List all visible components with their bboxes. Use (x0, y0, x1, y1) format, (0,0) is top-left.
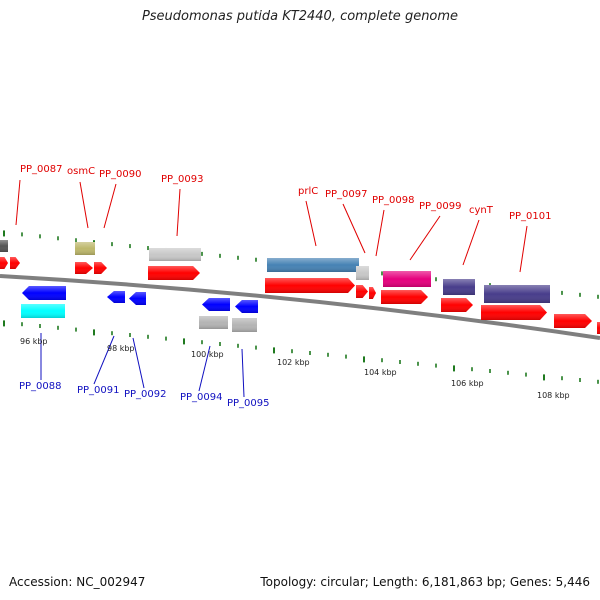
gene-arrow-pp0088-annot-shade (21, 304, 65, 318)
gene-arrow-pp0098-annot-shade (383, 271, 431, 287)
forward-leader-line (103, 183, 117, 229)
genome-backbone (0, 274, 600, 340)
map-title: Pseudomonas putida KT2440, complete geno… (141, 9, 459, 24)
gene-arrow-cynt-shade (441, 298, 473, 312)
scale-label: 102 kbp (277, 358, 310, 367)
forward-gene-label[interactable]: PP_0099 (419, 201, 462, 212)
reverse-gene-label[interactable]: PP_0088 (19, 381, 62, 392)
inner-tick-ring (3, 320, 599, 384)
gene-arrow-pp0088-shade (22, 286, 66, 300)
forward-gene-label[interactable]: PP_0097 (325, 189, 368, 200)
gene-arrow-partial-shade (597, 322, 600, 334)
forward-leader-line (305, 200, 317, 247)
gene-arrow-cynt-annot-shade (443, 279, 475, 295)
gene-arrow-pp0094-annot-shade (199, 316, 228, 329)
gene-arrow-pp0101-shade (481, 305, 547, 320)
scale-labels: 96 kbp 98 kbp 100 kbp 102 kbp 104 kbp 106 kbp… (20, 337, 570, 400)
gene-arrow-shade (0, 257, 8, 269)
forward-leader-line (519, 225, 528, 273)
forward-leader-line (79, 181, 89, 229)
reverse-gene-label[interactable]: PP_0091 (77, 385, 120, 396)
scale-label: 98 kbp (107, 344, 135, 353)
forward-gene-label[interactable]: PP_0098 (372, 195, 415, 206)
forward-gene-label[interactable]: PP_0093 (161, 174, 204, 185)
scale-label: 108 kbp (537, 391, 570, 400)
gene-arrow-shade (554, 314, 592, 328)
gene-features (0, 240, 600, 334)
gene-arrow-pp0092-shade (129, 292, 146, 305)
reverse-leader-line (132, 337, 145, 389)
forward-gene-label[interactable]: PP_0090 (99, 169, 142, 180)
reverse-leader-line (198, 345, 211, 392)
gene-arrow-prlc-annot-tail-shade (356, 266, 369, 280)
gene-arrow-osmc-annot-shade (75, 242, 95, 255)
forward-leader-line (342, 203, 366, 254)
reverse-gene-label[interactable]: PP_0095 (227, 398, 270, 409)
accession-text: Accession: NC_002947 (9, 575, 146, 589)
gene-labels: PP_0087 osmC PP_0090 PP_0093 prlC PP_0097 PP_0… (19, 164, 552, 409)
gene-arrow-shade (10, 257, 20, 269)
scale-label: 106 kbp (451, 379, 484, 388)
genome-summary-text: Topology: circular; Length: 6,181,863 bp… (260, 575, 590, 589)
gene-arrow-pp0093-shade (148, 266, 200, 280)
scale-label: 100 kbp (191, 350, 224, 359)
gene-arrow-partial-shade (0, 240, 8, 252)
scale-label: 104 kbp (364, 368, 397, 377)
gene-arrow-pp0091-shade (107, 291, 125, 303)
forward-gene-label[interactable]: prlC (298, 186, 318, 197)
gene-arrow-pp0095-annot-shade (232, 318, 257, 332)
gene-arrow-pp0097-shade (356, 285, 368, 298)
gene-arrow-prlc-annot-shade (267, 258, 359, 272)
gene-arrow-prlc-shade (265, 278, 355, 293)
gene-arrow-pp0098-shade (381, 290, 428, 304)
label-leader-lines (15, 179, 528, 398)
forward-gene-label[interactable]: osmC (67, 166, 95, 177)
forward-leader-line (15, 179, 21, 226)
reverse-gene-label[interactable]: PP_0092 (124, 389, 167, 400)
gene-arrow-pp0093-annot-shade (149, 248, 201, 261)
gene-arrow-pp0101-annot-shade (484, 285, 550, 303)
gene-arrow-pp0098-short-shade (369, 287, 376, 299)
forward-leader-line (176, 188, 181, 237)
forward-gene-label[interactable]: PP_0101 (509, 211, 552, 222)
forward-gene-label[interactable]: cynT (469, 205, 494, 216)
forward-leader-line (462, 219, 480, 266)
scale-label: 96 kbp (20, 337, 48, 346)
gene-arrow-pp0095-shade (235, 300, 258, 313)
forward-leader-line (409, 215, 441, 261)
reverse-gene-label[interactable]: PP_0094 (180, 392, 223, 403)
forward-leader-line (375, 209, 385, 257)
reverse-leader-line (93, 335, 115, 385)
gene-arrow-pp0090-shade (94, 262, 107, 274)
gene-arrow-osmc-shade (75, 262, 93, 274)
reverse-leader-line (241, 348, 245, 398)
gene-arrow-pp0094-shade (202, 298, 230, 311)
forward-gene-label[interactable]: PP_0087 (20, 164, 63, 175)
